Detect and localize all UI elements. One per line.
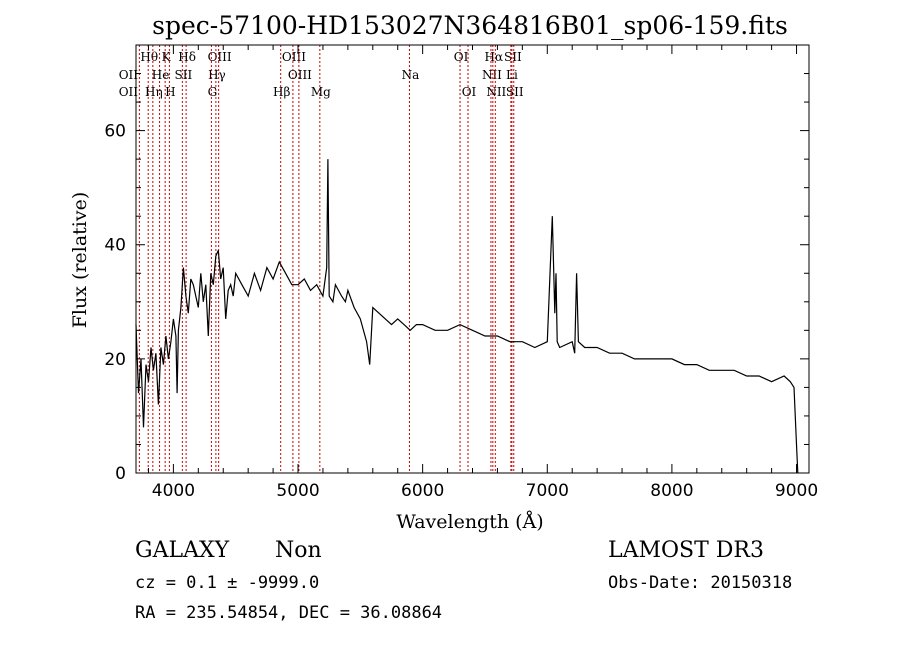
y-tick-label: 0 [115, 464, 126, 484]
line-label-4: He [152, 68, 170, 82]
line-label-13: OIII [282, 50, 306, 64]
plot-frame [135, 44, 810, 474]
line-label-6: H [165, 85, 175, 99]
subclass-label: Non [275, 538, 322, 563]
line-label-8: SII [175, 68, 193, 82]
y-axis-label: Flux (relative) [69, 192, 91, 329]
x-tick-label: 4000 [152, 481, 195, 501]
x-tick-label: 7000 [526, 481, 569, 501]
line-label-14: OIII [288, 68, 312, 82]
line-label-19: Hα [485, 50, 504, 64]
line-label-12: Hβ [273, 85, 290, 99]
line-label-15: Mg [311, 85, 331, 99]
chart-title: spec-57100-HD153027N364816B01_sp06-159.f… [152, 11, 788, 40]
line-label-20: NII [482, 68, 502, 82]
line-label-9: OIII [208, 50, 232, 64]
line-label-5: Hη [145, 85, 163, 99]
spectrum-line [135, 159, 799, 474]
y-tick-label: 60 [104, 122, 126, 142]
line-label-22: SII [504, 50, 522, 64]
x-axis-label: Wavelength (Å) [396, 511, 543, 533]
line-label-2: Hθ [140, 50, 158, 64]
axis-ticks: 4000 5000 6000 7000 8000 9000 0 20 40 60 [104, 44, 818, 501]
line-label-17: OI [454, 50, 469, 64]
x-tick-label: 6000 [401, 481, 444, 501]
line-label-3: K [162, 50, 172, 64]
line-label-16: Na [402, 68, 420, 82]
line-label-24: SII [506, 85, 524, 99]
y-tick-label: 40 [104, 236, 126, 256]
x-tick-label: 8000 [650, 481, 693, 501]
obs-date-text: Obs-Date: 20150318 [608, 573, 793, 593]
line-label-23: Li [506, 68, 518, 82]
line-label-11: G [208, 85, 218, 99]
survey-label: LAMOST DR3 [608, 538, 764, 563]
y-tick-label: 20 [104, 350, 126, 370]
line-label-18: OI [462, 85, 477, 99]
line-label-10: Hγ [208, 68, 226, 82]
line-label-0: OII [119, 68, 139, 82]
class-label: GALAXY [135, 538, 230, 563]
line-label-21: NII [486, 85, 506, 99]
coordinates-text: RA = 235.54854, DEC = 36.08864 [135, 603, 443, 623]
line-label-7: Hδ [178, 50, 196, 64]
redshift-text: cz = 0.1 ± -9999.0 [135, 573, 320, 593]
line-label-1: OII [119, 85, 139, 99]
x-tick-label: 5000 [276, 481, 319, 501]
x-tick-label: 9000 [775, 481, 818, 501]
